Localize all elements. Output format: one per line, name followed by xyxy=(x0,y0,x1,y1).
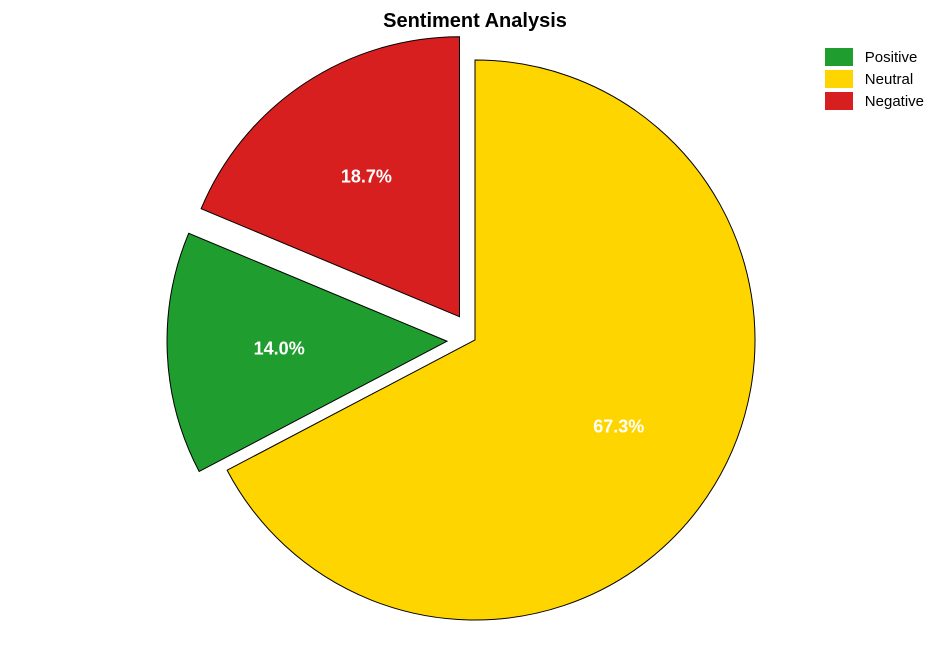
legend-swatch-neutral xyxy=(825,70,853,88)
legend-label: Positive xyxy=(865,49,918,66)
legend: Positive Neutral Negative xyxy=(825,48,924,114)
legend-swatch-positive xyxy=(825,48,853,66)
legend-label: Neutral xyxy=(865,71,913,88)
legend-item-neutral: Neutral xyxy=(825,70,924,88)
legend-item-positive: Positive xyxy=(825,48,924,66)
legend-label: Negative xyxy=(865,93,924,110)
slice-label-positive: 14.0% xyxy=(254,338,305,359)
legend-swatch-negative xyxy=(825,92,853,110)
legend-item-negative: Negative xyxy=(825,92,924,110)
pie-chart xyxy=(0,0,950,662)
slice-label-neutral: 67.3% xyxy=(593,416,644,437)
slice-label-negative: 18.7% xyxy=(341,166,392,187)
